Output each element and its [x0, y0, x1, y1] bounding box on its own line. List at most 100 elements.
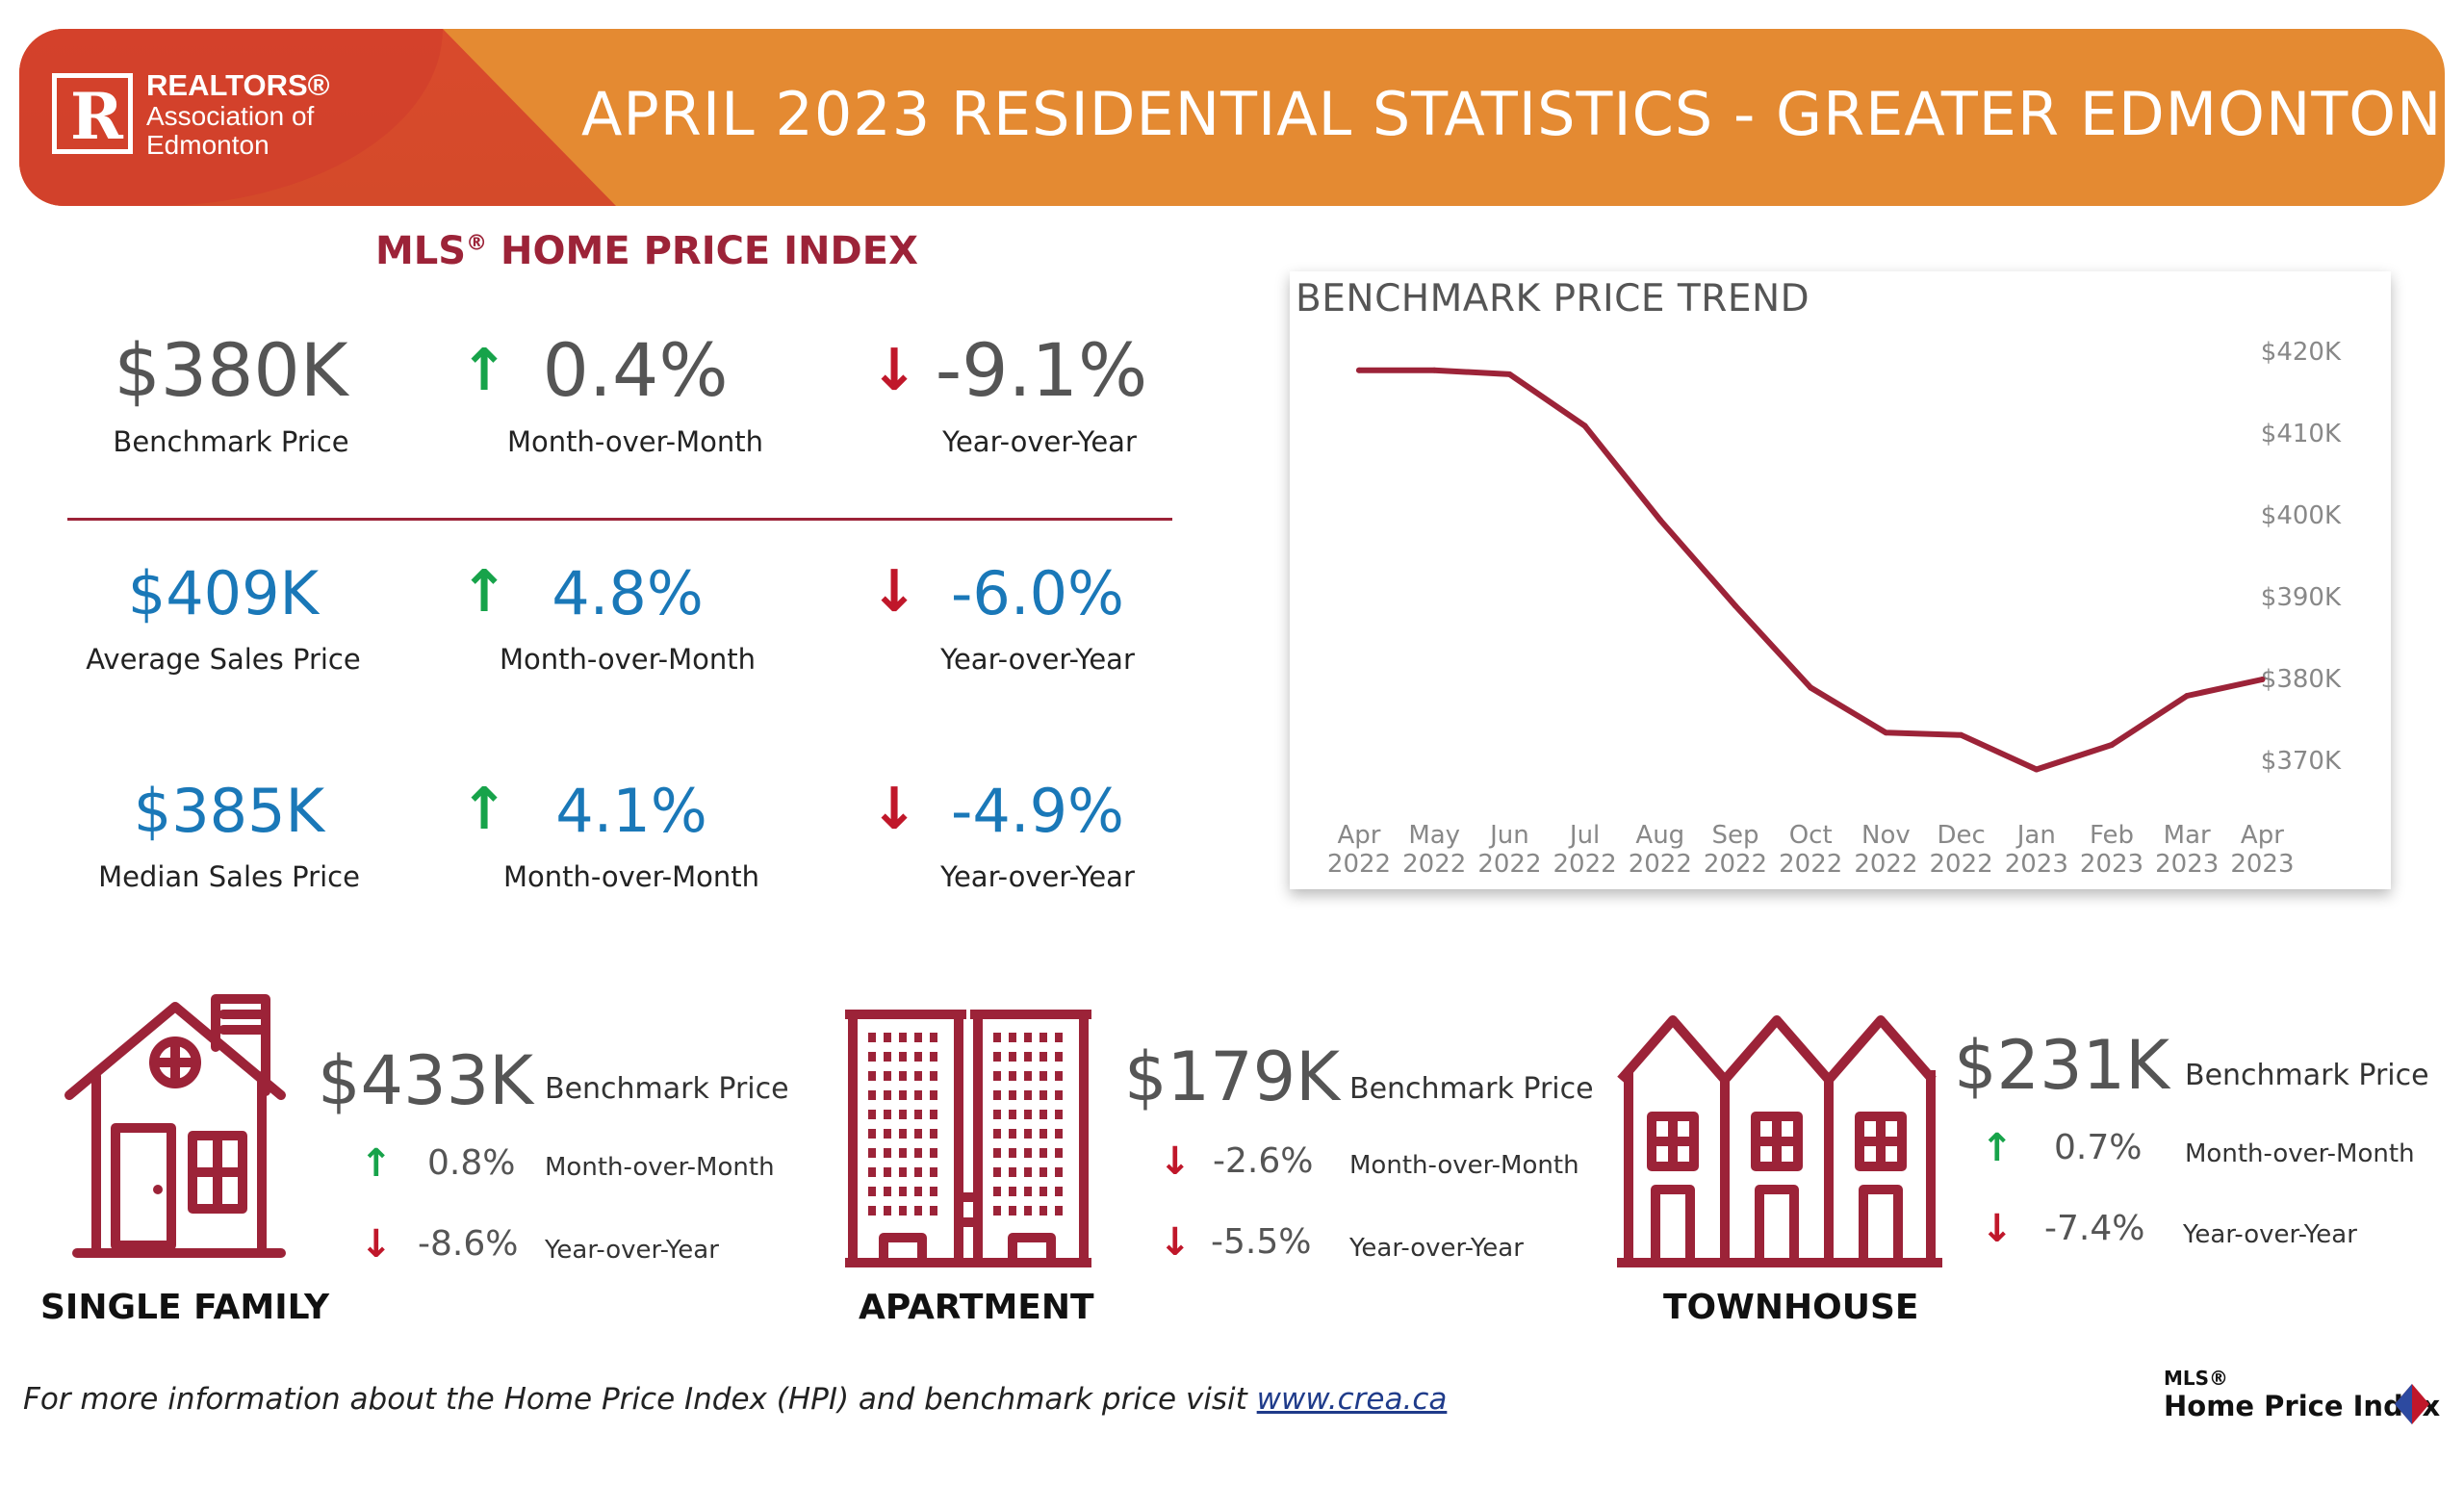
window-icon	[1040, 1187, 1047, 1196]
window-icon	[930, 1033, 937, 1042]
x-tick-label: Jun 2022	[1477, 821, 1541, 879]
footer-note-text: For more information about the Home Pric…	[23, 1382, 1257, 1417]
window-icon	[914, 1071, 922, 1081]
window-icon	[868, 1167, 876, 1177]
x-tick-label: Apr 2022	[1327, 821, 1391, 879]
window-icon	[1009, 1206, 1016, 1216]
hpi-logo-bottom: Home Price Index	[2164, 1390, 2441, 1422]
data-point	[1958, 731, 1964, 738]
window-icon	[868, 1129, 876, 1139]
window-icon	[868, 1187, 876, 1196]
window-icon	[884, 1167, 891, 1177]
window-icon	[1009, 1033, 1016, 1042]
window-icon	[1040, 1167, 1047, 1177]
realtors-logo-icon: R	[52, 73, 133, 154]
hpi-logo-diamond-icon	[2395, 1384, 2429, 1424]
window-icon	[1055, 1110, 1063, 1119]
townhouse-mom-label: Month-over-Month	[2185, 1139, 2415, 1168]
window-icon	[899, 1148, 907, 1158]
down-arrow-icon: ↓	[870, 558, 919, 626]
window-icon	[930, 1167, 937, 1177]
window-icon	[1040, 1206, 1047, 1216]
x-tick-label: Nov 2022	[1854, 821, 1917, 879]
window-icon	[930, 1206, 937, 1216]
window-icon	[884, 1052, 891, 1062]
window-icon	[1009, 1187, 1016, 1196]
window-icon	[868, 1071, 876, 1081]
data-point	[2033, 766, 2040, 773]
window-icon	[1024, 1148, 1032, 1158]
median-price-value: $385K	[133, 776, 325, 846]
single-family-yoy: -8.6%	[418, 1224, 519, 1264]
window-icon	[899, 1033, 907, 1042]
window-icon	[1055, 1206, 1063, 1216]
apartment-building-icon	[845, 1010, 1091, 1267]
data-point	[1883, 729, 1889, 736]
window-icon	[930, 1090, 937, 1100]
data-point	[2184, 693, 2191, 699]
y-tick-label: $390K	[2261, 583, 2342, 612]
window-icon	[993, 1052, 1001, 1062]
median-mom-label: Month-over-Month	[502, 860, 760, 893]
window-icon	[1009, 1090, 1016, 1100]
window-icon	[1040, 1110, 1047, 1119]
window-icon	[884, 1110, 891, 1119]
median-mom-value: 4.1%	[555, 776, 707, 846]
x-tick-label: Jan 2023	[2005, 821, 2068, 879]
data-point	[1506, 371, 1513, 377]
data-point	[2259, 677, 2266, 682]
logo-line3: Edmonton	[146, 130, 270, 160]
window-icon	[914, 1129, 922, 1139]
window-icon	[899, 1187, 907, 1196]
townhouse-title: TOWNHOUSE	[1663, 1288, 1919, 1327]
up-arrow-icon: ↑	[460, 558, 509, 626]
window-icon	[884, 1090, 891, 1100]
hpi-section-title: MLS® HOME PRICE INDEX	[375, 229, 918, 273]
hpi-title-mls: MLS	[375, 229, 467, 273]
window-icon	[1009, 1148, 1016, 1158]
window-icon	[1024, 1052, 1032, 1062]
data-point	[1808, 684, 1814, 691]
realtors-logo-text: REALTORS® Association of Edmonton	[146, 69, 329, 160]
x-tick-label: Feb 2023	[2080, 821, 2143, 879]
crea-link[interactable]: www.crea.ca	[1256, 1382, 1448, 1417]
window-icon	[993, 1110, 1001, 1119]
window-icon	[1055, 1187, 1063, 1196]
window-icon	[1055, 1071, 1063, 1081]
window-icon	[930, 1148, 937, 1158]
benchmark-mom-label: Month-over-Month	[506, 425, 764, 458]
down-arrow-icon: ↓	[1981, 1207, 2014, 1251]
data-point	[1732, 602, 1738, 609]
down-arrow-icon: ↓	[360, 1222, 393, 1267]
townhouse-price-label: Benchmark Price	[2185, 1059, 2429, 1092]
down-arrow-icon: ↓	[870, 776, 919, 843]
benchmark-mom-value: 0.4%	[542, 327, 729, 413]
benchmark-price-value: $380K	[114, 327, 348, 413]
x-tick-label: Apr 2023	[2230, 821, 2294, 879]
window-icon	[1040, 1052, 1047, 1062]
window-icon	[884, 1129, 891, 1139]
window-icon	[993, 1071, 1001, 1081]
window-icon	[1009, 1110, 1016, 1119]
window-icon	[914, 1167, 922, 1177]
window-icon	[1024, 1071, 1032, 1081]
average-mom-value: 4.8%	[552, 558, 704, 628]
window-icon	[1009, 1167, 1016, 1177]
up-arrow-icon: ↑	[460, 776, 509, 843]
apartment-mom: -2.6%	[1213, 1141, 1314, 1181]
window-icon	[914, 1110, 922, 1119]
window-icon	[868, 1033, 876, 1042]
apartment-price-label: Benchmark Price	[1349, 1072, 1594, 1106]
apartment-title: APARTMENT	[859, 1288, 1094, 1327]
median-yoy-label: Year-over-Year	[940, 860, 1135, 893]
window-icon	[993, 1090, 1001, 1100]
window-icon	[930, 1110, 937, 1119]
window-icon	[993, 1033, 1001, 1042]
down-arrow-icon: ↓	[1159, 1139, 1192, 1184]
hpi-title-rest: HOME PRICE INDEX	[487, 229, 918, 273]
window-icon	[868, 1090, 876, 1100]
window-icon	[914, 1033, 922, 1042]
window-icon	[1055, 1129, 1063, 1139]
footer-note: For more information about the Home Pric…	[23, 1382, 1447, 1417]
single-family-yoy-label: Year-over-Year	[545, 1236, 719, 1265]
